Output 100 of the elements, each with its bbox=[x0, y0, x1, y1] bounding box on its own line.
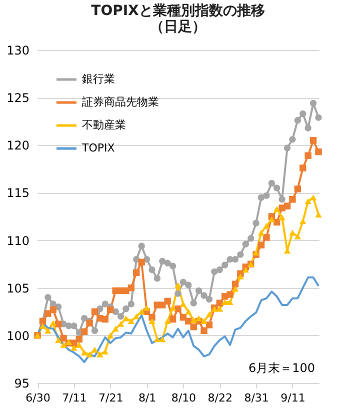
y-tick-label: 120 bbox=[6, 138, 30, 153]
point bbox=[50, 306, 56, 314]
point bbox=[169, 262, 176, 270]
point bbox=[70, 344, 78, 351]
point bbox=[154, 274, 161, 282]
point bbox=[289, 230, 296, 236]
point bbox=[112, 326, 119, 332]
point bbox=[50, 320, 56, 326]
point bbox=[44, 294, 52, 301]
point bbox=[304, 124, 312, 132]
point bbox=[310, 100, 317, 107]
point bbox=[226, 299, 234, 306]
chart-subtitle: （日足） bbox=[150, 19, 206, 35]
point bbox=[107, 306, 114, 314]
point bbox=[284, 144, 291, 152]
point bbox=[107, 332, 114, 338]
point bbox=[174, 290, 182, 297]
point bbox=[247, 235, 254, 242]
legend-label: TOPIX bbox=[81, 142, 116, 154]
point bbox=[294, 234, 302, 240]
x-tick-label: 8/22 bbox=[208, 392, 232, 404]
point bbox=[242, 266, 249, 273]
y-tick-label: 110 bbox=[6, 234, 30, 248]
y-tick-label: 95 bbox=[14, 376, 30, 390]
point bbox=[164, 318, 171, 324]
point bbox=[206, 322, 213, 328]
point bbox=[300, 164, 306, 172]
point bbox=[216, 266, 223, 274]
point bbox=[206, 312, 213, 318]
point bbox=[164, 298, 171, 305]
point bbox=[80, 328, 88, 335]
point bbox=[294, 117, 302, 124]
point bbox=[60, 334, 67, 342]
point bbox=[180, 301, 187, 307]
point bbox=[86, 352, 93, 358]
point bbox=[242, 240, 249, 248]
point bbox=[232, 280, 239, 288]
x-tick-label: 7/21 bbox=[98, 392, 124, 404]
point bbox=[284, 202, 291, 210]
x-tick-label: 9/11 bbox=[280, 392, 306, 404]
point bbox=[44, 328, 52, 334]
point bbox=[263, 192, 270, 199]
point bbox=[289, 196, 296, 203]
point bbox=[91, 346, 98, 353]
point bbox=[138, 242, 145, 250]
point bbox=[128, 300, 135, 308]
point bbox=[80, 314, 88, 322]
point bbox=[200, 318, 208, 324]
point bbox=[91, 308, 98, 315]
point bbox=[174, 305, 182, 312]
point bbox=[128, 284, 135, 292]
point bbox=[102, 300, 109, 308]
point bbox=[70, 322, 78, 330]
point bbox=[310, 194, 317, 200]
point bbox=[274, 206, 280, 212]
point bbox=[315, 148, 322, 156]
legend-label: 銀行業 bbox=[82, 72, 115, 86]
point bbox=[80, 350, 88, 356]
point bbox=[237, 274, 244, 280]
point bbox=[252, 220, 260, 227]
x-tick-label: 8/10 bbox=[171, 392, 196, 404]
y-tick-label: 125 bbox=[6, 91, 30, 106]
point bbox=[133, 313, 140, 320]
point bbox=[133, 269, 140, 276]
point bbox=[190, 324, 197, 330]
point bbox=[190, 317, 197, 324]
point bbox=[122, 315, 130, 322]
point bbox=[76, 342, 82, 348]
point bbox=[289, 136, 296, 143]
point bbox=[258, 242, 265, 248]
point bbox=[138, 308, 145, 315]
point bbox=[60, 342, 67, 348]
point bbox=[216, 306, 223, 312]
point bbox=[185, 282, 192, 288]
point bbox=[91, 327, 98, 334]
x-tick-label: 7/11 bbox=[62, 392, 87, 404]
point bbox=[315, 114, 322, 121]
point bbox=[278, 214, 286, 220]
point bbox=[169, 316, 176, 323]
point bbox=[200, 327, 208, 334]
point bbox=[195, 315, 202, 322]
point bbox=[263, 223, 270, 229]
point bbox=[164, 260, 171, 266]
point bbox=[216, 300, 223, 306]
point bbox=[304, 198, 312, 204]
point bbox=[274, 184, 280, 192]
point bbox=[315, 212, 322, 218]
y-tick-label: 130 bbox=[6, 44, 30, 58]
point bbox=[96, 352, 104, 358]
point bbox=[143, 304, 150, 311]
point bbox=[258, 230, 265, 236]
legend-label: 不動産業 bbox=[82, 118, 126, 132]
point bbox=[154, 336, 161, 342]
point bbox=[200, 292, 208, 299]
point bbox=[44, 310, 52, 317]
point bbox=[128, 318, 135, 324]
annotation: 6月末＝100 bbox=[248, 361, 315, 375]
point bbox=[294, 186, 302, 192]
point bbox=[174, 282, 182, 288]
point bbox=[76, 336, 82, 343]
